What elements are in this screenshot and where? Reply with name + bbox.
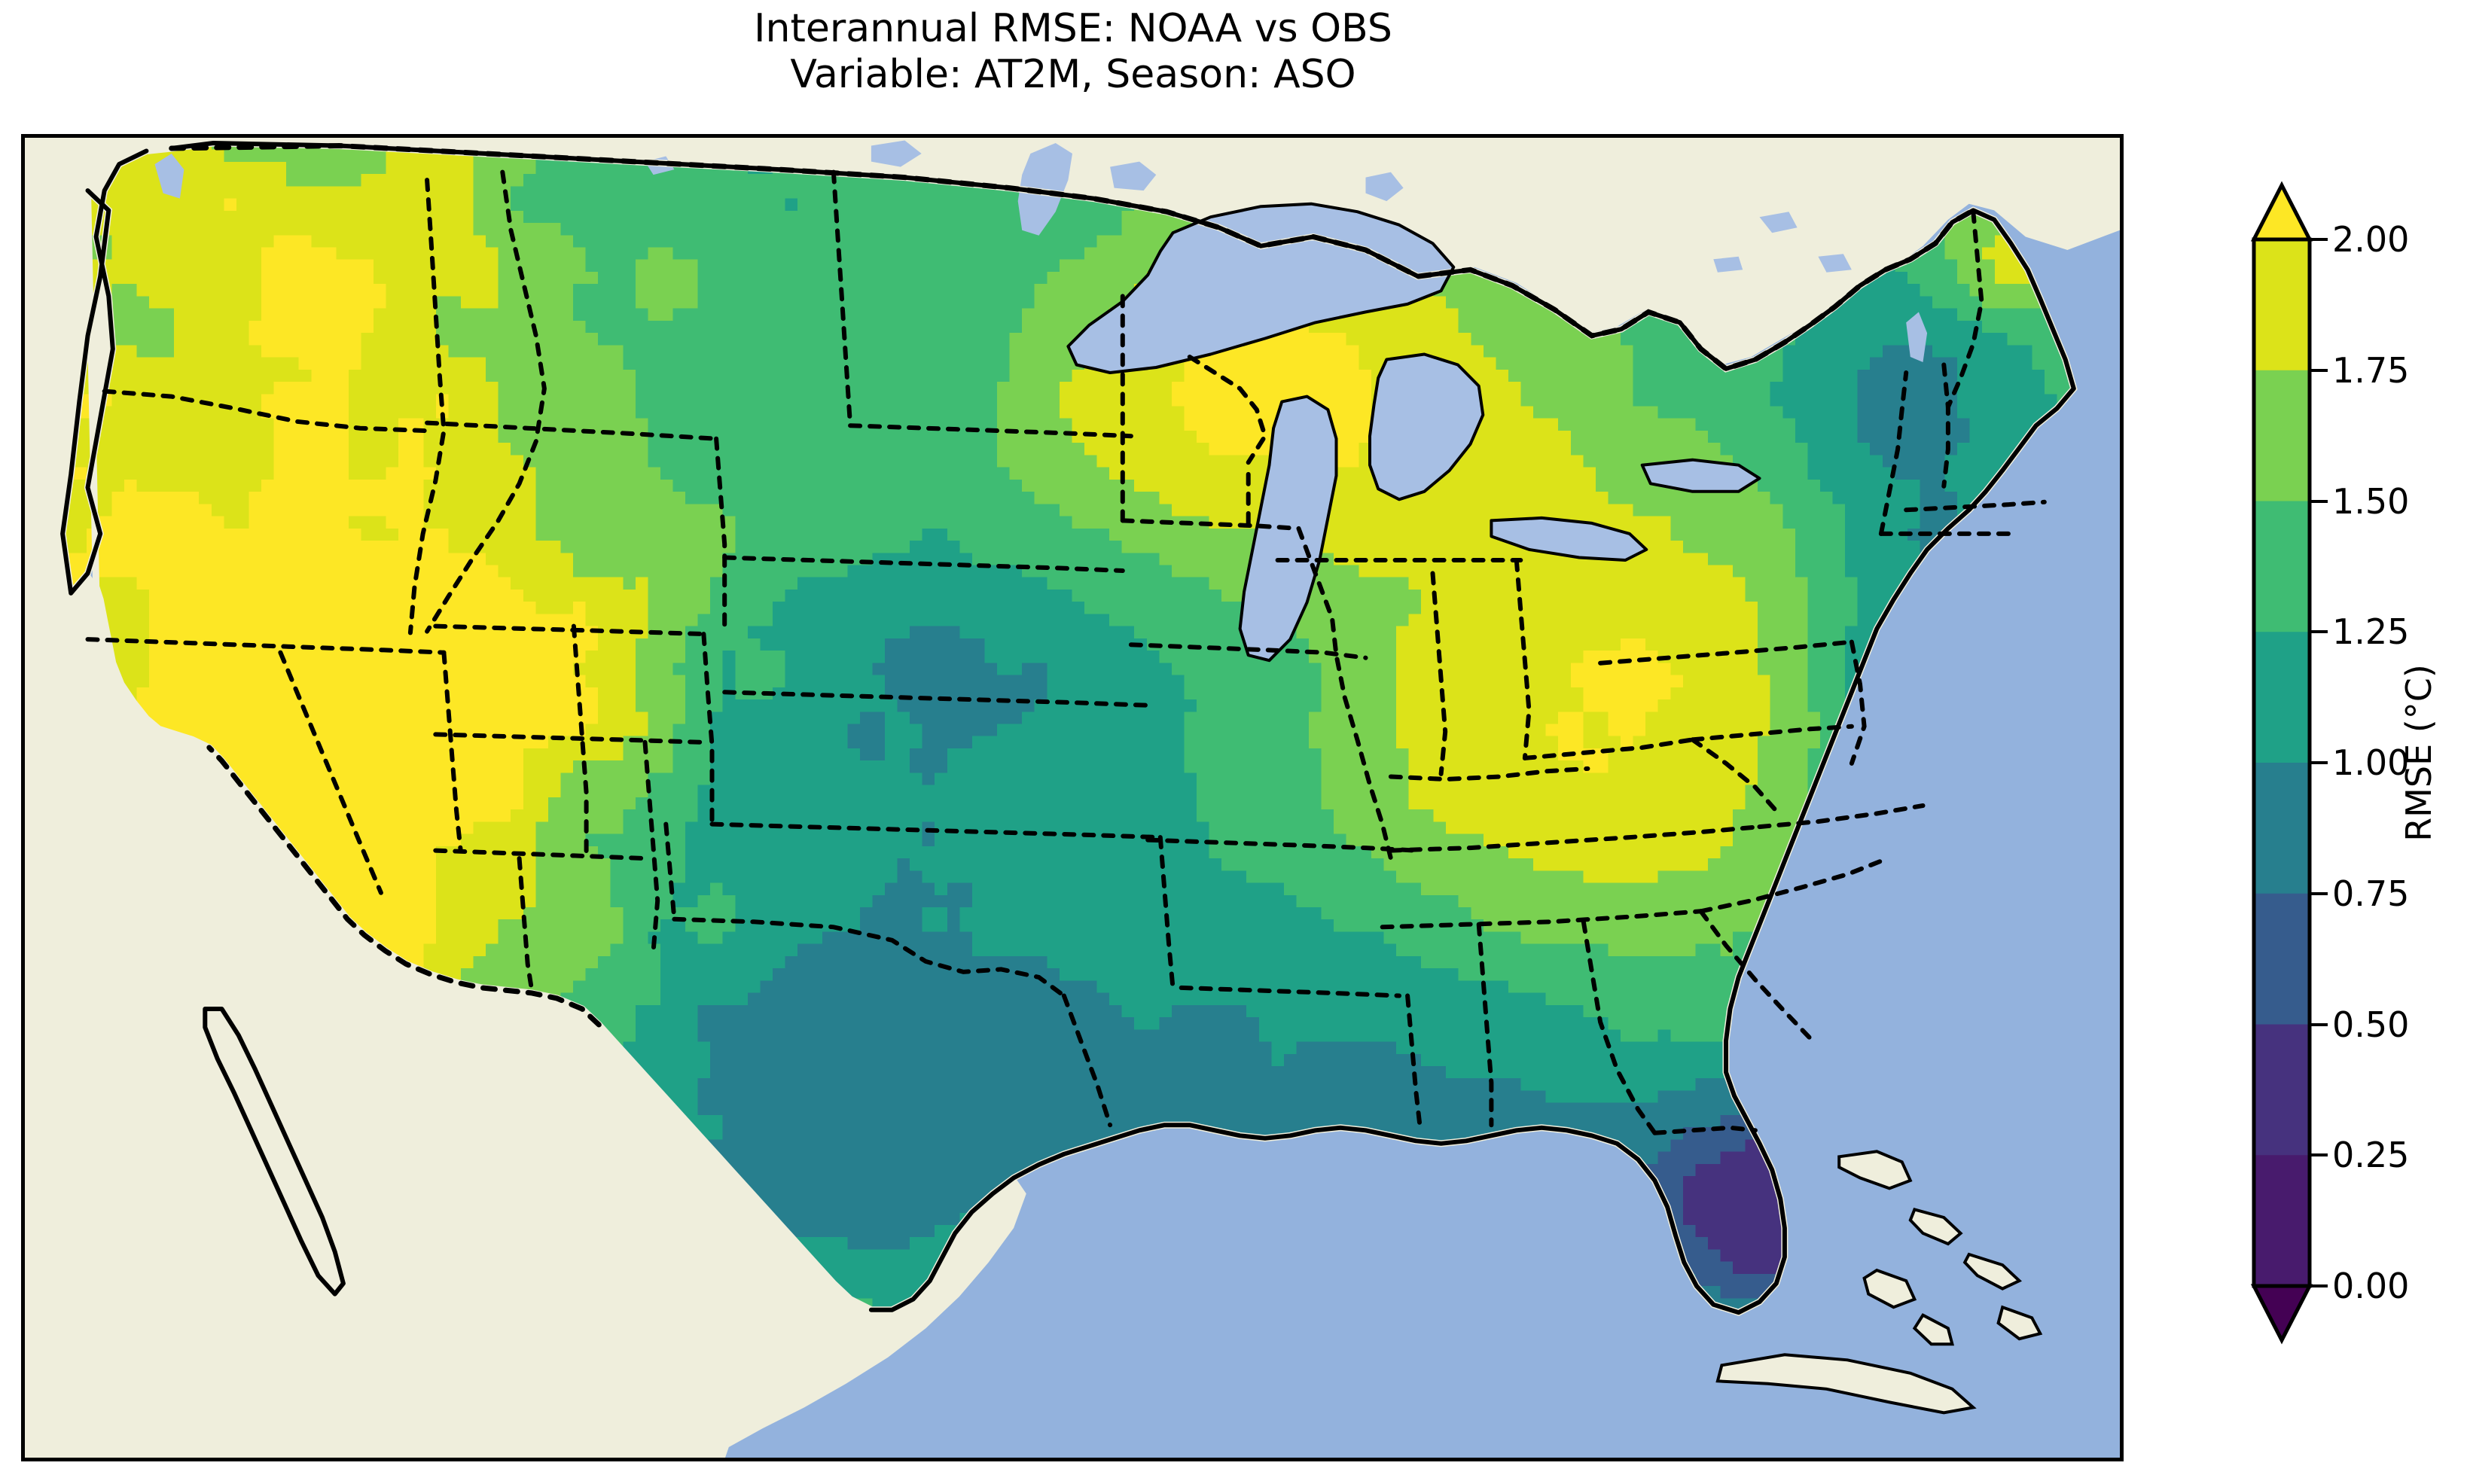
border-mn-ia xyxy=(1120,518,1301,531)
border-ut-co xyxy=(571,623,589,856)
border-ga-fl xyxy=(1652,1125,1758,1135)
border-nv-ca xyxy=(278,650,383,895)
lake-small-ne-1 xyxy=(1759,212,1798,233)
border-mo-ar xyxy=(1145,837,1419,853)
border-az-nm xyxy=(517,856,535,993)
border-wy-border-s xyxy=(433,623,706,637)
colorbar-tick-label: 0.25 xyxy=(2332,1135,2410,1176)
border-mexico-border xyxy=(206,745,602,1028)
colorbar-tick-label: 0.50 xyxy=(2332,1004,2410,1045)
colorbar-tick-mark xyxy=(2311,1153,2328,1157)
colorbar-tick-mark xyxy=(2311,1022,2328,1026)
colorbar-tick-mark xyxy=(2311,368,2328,372)
colorbar-tick-label: 0.75 xyxy=(2332,873,2410,914)
border-in-oh xyxy=(1514,558,1532,760)
colorbar-tick-label: 1.75 xyxy=(2332,349,2410,391)
border-ma-ct-ri xyxy=(1904,499,2047,513)
title-line-2: Variable: AT2M, Season: ASO xyxy=(790,52,1356,98)
border-wa-or xyxy=(102,389,430,434)
rmse-contour-map xyxy=(25,138,2120,1458)
border-ia-mo xyxy=(1128,642,1368,660)
land-polygons xyxy=(25,138,2120,1458)
border-ut-az-co-nm xyxy=(433,848,648,861)
border-co-nm xyxy=(433,732,706,745)
colorbar-axis-label: RMSE (°C) xyxy=(2398,664,2439,842)
lake-champlain xyxy=(1906,312,1928,362)
border-id-wa-or xyxy=(407,178,447,635)
border-pa-md-va xyxy=(1690,724,1854,742)
border-nd-sd xyxy=(848,423,1133,439)
border-al-ga xyxy=(1581,919,1657,1135)
colorbar-tick-label: 1.50 xyxy=(2332,480,2410,522)
border-mt-nd xyxy=(831,169,853,428)
colorbar-tick-mark xyxy=(2311,499,2328,503)
colorbar-tick-label: 0.00 xyxy=(2332,1266,2410,1306)
colorbar-tick-mark xyxy=(2311,891,2328,895)
border-ny-nj-pa xyxy=(1849,639,1867,766)
border-vt-nh xyxy=(1941,362,1950,489)
border-canada-border xyxy=(169,142,1976,372)
lake-ontario xyxy=(1642,459,1760,492)
great-slave-lake xyxy=(871,140,922,167)
border-nm-tx xyxy=(642,739,660,953)
border-wv-va xyxy=(1690,737,1779,813)
border-or-ca xyxy=(85,637,447,655)
border-il-in xyxy=(1430,571,1448,776)
map-axes[interactable] xyxy=(21,134,2124,1461)
border-ok-ar-mo xyxy=(1157,835,1176,990)
border-ok-tx xyxy=(672,916,1066,998)
border-ms-al xyxy=(1476,922,1494,1128)
border-ne-ks xyxy=(722,690,1151,708)
state-borders xyxy=(85,142,2047,1135)
colorbar-gradient xyxy=(2250,181,2313,1345)
colorbar-tick-mark xyxy=(2311,761,2328,764)
title-line-1: Interannual RMSE: NOAA vs OBS xyxy=(754,6,1392,51)
border-ok-tx-panhandle xyxy=(663,821,677,922)
colorbar-tick-mark xyxy=(2311,630,2328,634)
border-ia-il-mo xyxy=(1296,526,1393,861)
colorbar-tick-mark xyxy=(2311,1284,2328,1287)
border-ky-tn xyxy=(1388,824,1762,853)
colorbar-tick-label: 1.25 xyxy=(2332,611,2410,653)
border-oh-wv-pa xyxy=(1522,737,1695,760)
border-nc-sc xyxy=(1698,858,1883,914)
lake-of-the-woods xyxy=(1110,161,1157,191)
border-ny-vt-nh xyxy=(1878,370,1909,536)
border-co-ks xyxy=(701,632,715,827)
border-ks-ok xyxy=(709,821,1163,840)
border-id-mt xyxy=(425,169,547,634)
colorbar-tick-mark xyxy=(2311,238,2328,241)
puget-sound xyxy=(154,154,184,199)
border-wy-sd-ne xyxy=(714,436,727,637)
lake-small-ne-3 xyxy=(1713,256,1743,273)
border-sd-ne xyxy=(722,555,1125,573)
border-tn-ms-al-ga xyxy=(1380,909,1703,930)
border-ar-la xyxy=(1179,985,1401,998)
border-la-ms xyxy=(1405,993,1423,1130)
border-nv-ut xyxy=(441,650,463,853)
lake-small-ne-2 xyxy=(1818,254,1852,273)
border-tx-la xyxy=(1061,993,1113,1128)
colorbar-tick-label: 2.00 xyxy=(2332,219,2410,260)
border-pa-ny xyxy=(1598,639,1854,666)
figure-title: Interannual RMSE: NOAA vs OBS Variable: … xyxy=(0,6,2146,99)
border-sc-ga xyxy=(1698,909,1813,1041)
colorbar-tick-label: 1.00 xyxy=(2332,742,2410,783)
border-mi-wi xyxy=(1187,355,1268,465)
border-nh-me xyxy=(1945,209,1984,410)
lake-nipigon xyxy=(1365,172,1404,202)
border-mt-wy xyxy=(425,420,719,441)
border-il-ky-in xyxy=(1388,766,1590,782)
colorbar[interactable]: 2.00 1.75 1.50 1.25 1.00 0.75 0.50 0.25 0.00 xyxy=(2250,181,2409,1345)
border-va-nc xyxy=(1757,803,1926,830)
